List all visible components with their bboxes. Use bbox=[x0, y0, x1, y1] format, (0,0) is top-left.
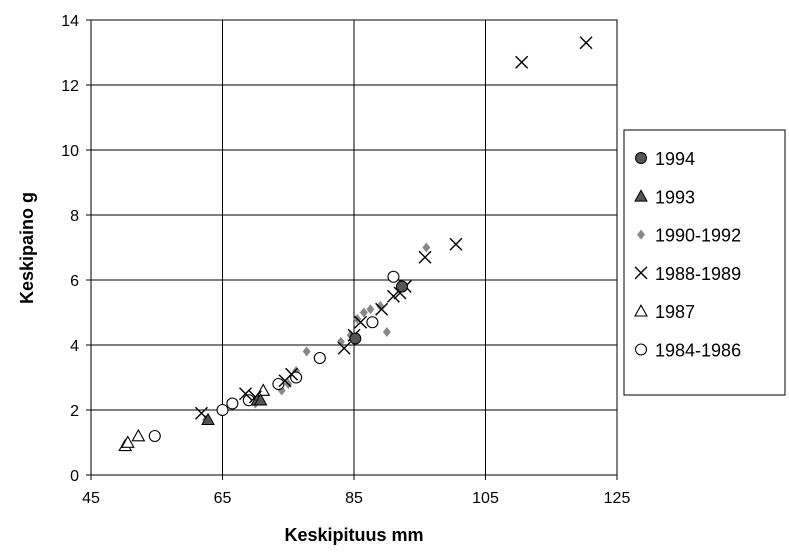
data-point bbox=[285, 367, 299, 381]
data-point bbox=[131, 428, 146, 442]
legend-label: 1987 bbox=[655, 302, 695, 322]
y-tick-label: 8 bbox=[70, 208, 79, 225]
data-point bbox=[386, 289, 400, 303]
data-point bbox=[336, 336, 345, 347]
data-point bbox=[418, 250, 432, 264]
data-point bbox=[349, 332, 362, 345]
y-tick-label: 10 bbox=[61, 143, 79, 160]
data-point bbox=[515, 55, 529, 69]
grid bbox=[90, 19, 618, 476]
legend-label: 1994 bbox=[655, 149, 695, 169]
data-point bbox=[302, 346, 311, 357]
data-point bbox=[354, 315, 368, 329]
data-point bbox=[239, 387, 253, 401]
data-points bbox=[118, 36, 593, 452]
y-axis-title: Keskipaino g bbox=[17, 192, 37, 304]
data-point bbox=[194, 406, 208, 420]
x-tick-label: 125 bbox=[604, 490, 631, 507]
legend-label: 1984-1986 bbox=[655, 341, 741, 361]
data-point bbox=[395, 280, 408, 293]
legend-marker bbox=[634, 304, 648, 317]
legend: 1994 1993 1990-1992 1988-1989 1987 1984-1986 bbox=[623, 129, 786, 396]
data-point bbox=[387, 270, 400, 283]
data-point bbox=[272, 377, 285, 391]
data-point bbox=[359, 307, 368, 318]
data-point bbox=[337, 341, 351, 355]
y-tick-label: 0 bbox=[70, 468, 79, 485]
legend-marker bbox=[634, 343, 648, 356]
data-point bbox=[422, 242, 431, 253]
legend-marker bbox=[637, 229, 645, 240]
legend-marker bbox=[634, 266, 648, 280]
x-tick-label: 85 bbox=[345, 490, 363, 507]
data-point bbox=[382, 327, 391, 337]
data-point bbox=[375, 302, 389, 316]
data-point bbox=[290, 371, 303, 384]
data-point bbox=[579, 36, 593, 50]
legend-label: 1990-1992 bbox=[655, 226, 741, 246]
data-point bbox=[253, 393, 268, 406]
y-tick-label: 14 bbox=[61, 13, 79, 30]
legend-items: 1994 1993 1990-1992 1988-1989 1987 1984-1986 bbox=[634, 149, 741, 361]
data-point bbox=[226, 397, 239, 410]
x-axis-title: Keskipituus mm bbox=[284, 525, 423, 545]
data-point bbox=[201, 412, 215, 426]
data-point bbox=[120, 435, 135, 448]
data-point bbox=[216, 403, 229, 417]
data-point bbox=[449, 237, 463, 251]
data-point bbox=[366, 304, 375, 315]
data-point bbox=[148, 429, 161, 443]
legend-box bbox=[623, 129, 786, 396]
y-tick-label: 4 bbox=[70, 338, 79, 355]
legend-marker bbox=[635, 152, 647, 164]
legend-marker bbox=[634, 189, 648, 202]
legend-label: 1988-1989 bbox=[655, 264, 741, 284]
x-tick-label: 105 bbox=[472, 490, 499, 507]
x-tick-label: 45 bbox=[82, 490, 100, 507]
data-point bbox=[313, 351, 326, 365]
legend-label: 1993 bbox=[655, 187, 695, 207]
y-tick-label: 2 bbox=[70, 403, 79, 420]
y-tick-label: 12 bbox=[61, 78, 79, 95]
axis-ticks: 45 65 85 105 125 0 2 4 6 8 10 12 14 bbox=[61, 13, 630, 507]
y-tick-label: 6 bbox=[70, 273, 79, 290]
data-point bbox=[366, 316, 379, 329]
x-tick-label: 65 bbox=[214, 490, 232, 507]
